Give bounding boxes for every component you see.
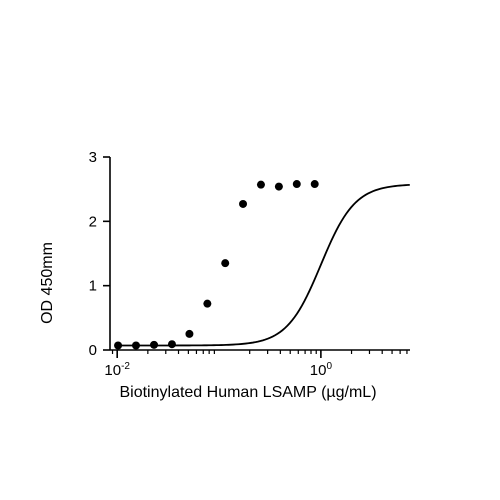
data-point-2 xyxy=(150,340,159,349)
x-tick-label-0: 10-2 xyxy=(104,361,130,379)
data-point-4 xyxy=(185,329,194,338)
x-ticks: 10-2 100 xyxy=(104,350,332,379)
data-point-5 xyxy=(203,299,212,308)
y-axis: 0 1 2 3 xyxy=(89,149,111,359)
fit-curve xyxy=(115,183,410,347)
x-tick-label-1: 100 xyxy=(310,361,333,379)
data-point-6 xyxy=(221,259,230,268)
data-point-0 xyxy=(114,341,123,350)
data-point-11 xyxy=(310,180,319,189)
data-point-1 xyxy=(131,341,140,350)
data-point-10 xyxy=(292,180,301,189)
y-ticks: 0 1 2 3 xyxy=(89,149,110,359)
y-tick-label-2: 2 xyxy=(89,213,97,230)
data-point-9 xyxy=(274,182,283,191)
data-points xyxy=(114,180,319,350)
data-point-8 xyxy=(256,180,265,189)
y-axis-title: OD 450mm xyxy=(39,242,56,324)
data-point-7 xyxy=(239,199,248,208)
y-tick-label-0: 0 xyxy=(89,342,97,359)
x-minor-ticks xyxy=(111,350,408,354)
x-axis-title: Biotinylated Human LSAMP (µg/mL) xyxy=(119,384,376,401)
y-tick-label-3: 3 xyxy=(89,149,97,166)
x-axis: 10-2 100 xyxy=(104,349,410,379)
data-point-3 xyxy=(167,340,176,349)
y-tick-label-1: 1 xyxy=(89,278,97,295)
